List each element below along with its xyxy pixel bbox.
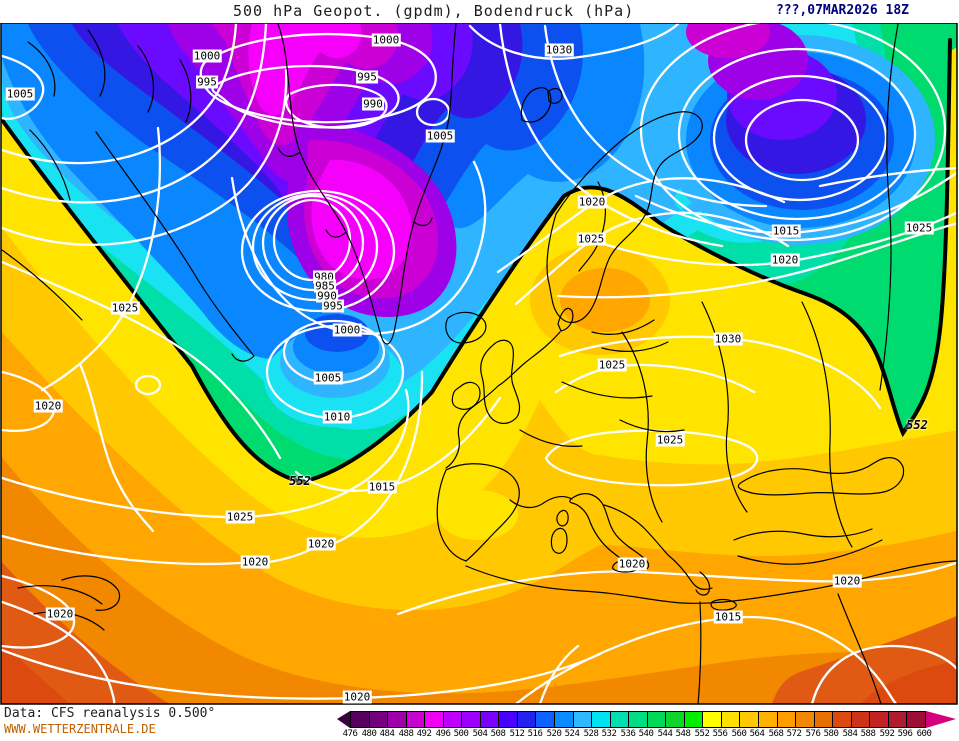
colorbar-tick-label: 484 [379,729,395,739]
colorbar-tick-label: 536 [620,729,636,739]
colorbar-tick-label: 588 [860,729,876,739]
colorbar-tick-label: 564 [749,729,765,739]
colorbar-tick-label: 560 [731,729,747,739]
colorbar-segment [759,712,778,727]
colorbar-segment [888,712,908,727]
colorbar-tick-label: 576 [805,729,821,739]
colorbar-tick-label: 512 [509,729,525,739]
colorbar-tick-label: 600 [916,729,932,739]
colorbar-tick-label: 480 [361,729,377,739]
colorbar-tick-label: 500 [453,729,469,739]
colorbar-segment [536,712,556,727]
colorbar-tick-label: 488 [398,729,414,739]
colorbar-segment [499,712,518,727]
colorbar-tick-label: 516 [527,729,543,739]
map-title: 500 hPa Geopot. (gpdm), Bodendruck (hPa) [233,2,635,20]
colorbar-segment [703,712,722,727]
colorbar-right-arrow-icon [926,711,956,728]
colorbar-tick-label: 492 [416,729,432,739]
colorbar-segment [666,712,685,727]
colorbar-tick-label: 476 [342,729,358,739]
coastlines [1,23,957,704]
colorbar-segment [721,712,741,727]
colorbar-segments [350,711,926,728]
colorbar-segment [851,712,871,727]
colorbar-tick-label: 572 [786,729,802,739]
colorbar-left-arrow-icon [337,711,350,728]
colorbar-tick-label: 584 [842,729,858,739]
colorbar-segment [814,712,834,727]
colorbar-tick-label: 592 [879,729,895,739]
colorbar-tick-label: 504 [472,729,488,739]
colorbar-segment [517,712,537,727]
colorbar-segment [425,712,444,727]
header: 500 hPa Geopot. (gpdm), Bodendruck (hPa)… [0,0,959,23]
colorbar-tick-label: 548 [675,729,691,739]
colorbar-segment [480,712,500,727]
colorbar-segment [610,712,630,727]
colorbar-tick-label: 540 [638,729,654,739]
colorbar-segment [777,712,797,727]
colorbar-tick-label: 596 [897,729,913,739]
colorbar-segment [907,712,925,727]
data-source-label: Data: CFS reanalysis 0.500° [4,706,216,721]
website-label: WWW.WETTERZENTRALE.DE [4,722,156,736]
colorbar-segment [740,712,760,727]
colorbar: 476 480 484 488 492 496 500 504 508 512 516 520 524 5… [0,705,959,741]
colorbar-segment [573,712,593,727]
colorbar-tick-label: 508 [490,729,506,739]
geopotential-field [1,23,957,704]
colorbar-segment [388,712,407,727]
colorbar-segment [684,712,704,727]
colorbar-tick-label: 552 [694,729,710,739]
colorbar-tick-label: 568 [768,729,784,739]
colorbar-tick-label: 580 [823,729,839,739]
forecast-date: ???,07MAR2026 18Z [775,3,909,18]
colorbar-segment [443,712,463,727]
colorbar-segment [870,712,889,727]
colorbar-segment [833,712,852,727]
colorbar-tick-label: 528 [583,729,599,739]
colorbar-segment [406,712,426,727]
colorbar-tick-label: 544 [657,729,673,739]
colorbar-tick-label: 496 [435,729,451,739]
colorbar-ticks: 476 480 484 488 492 496 500 504 508 512 516 520 524 5… [0,705,959,741]
colorbar-tick-label: 520 [546,729,562,739]
thick-552-contour [1,38,952,485]
colorbar-segment [592,712,611,727]
colorbar-tick-label: 556 [712,729,728,739]
colorbar-segment [369,712,389,727]
colorbar-segment [647,712,667,727]
colorbar-segment [796,712,815,727]
colorbar-segment [351,712,370,727]
colorbar-tick-label: 532 [601,729,617,739]
map-frame [0,22,958,705]
colorbar-tick-label: 524 [564,729,580,739]
colorbar-segment [629,712,648,727]
colorbar-segment [462,712,481,727]
colorbar-segment [555,712,574,727]
